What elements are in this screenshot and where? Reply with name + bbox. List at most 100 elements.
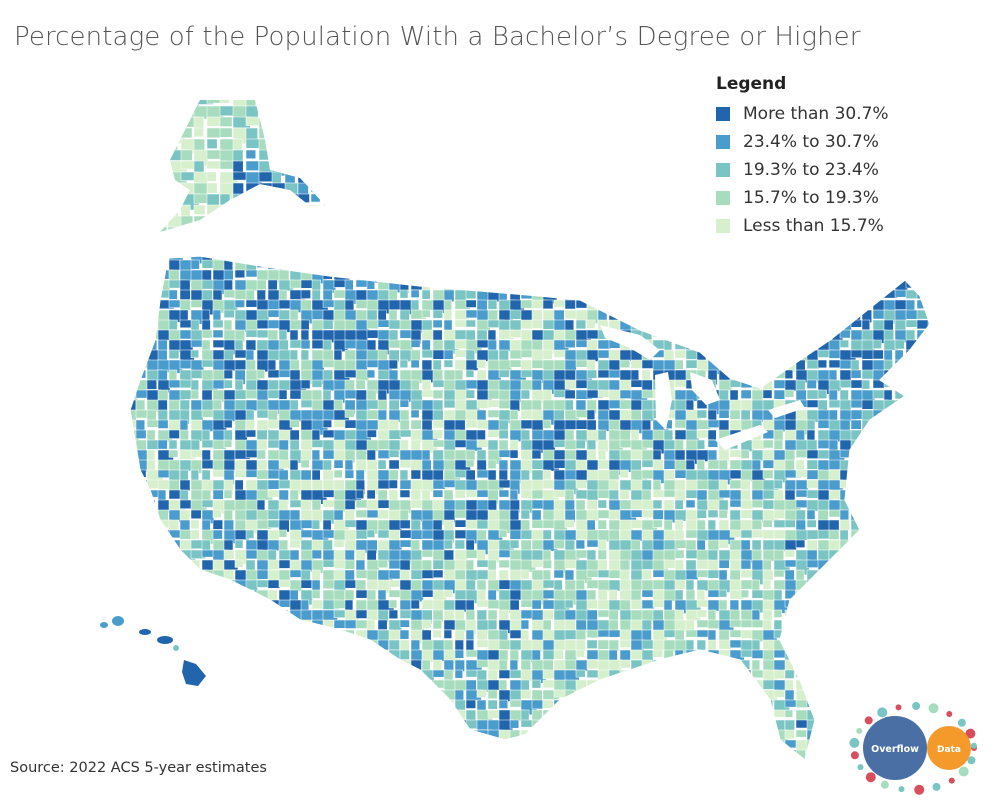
county-cell bbox=[366, 719, 380, 732]
county-cell bbox=[762, 569, 774, 581]
county-cell bbox=[674, 679, 689, 691]
county-cell bbox=[232, 215, 247, 225]
county-cell bbox=[905, 529, 918, 538]
county-cell bbox=[355, 489, 365, 500]
county-cell bbox=[157, 649, 167, 661]
county-cell bbox=[828, 399, 841, 409]
county-cell bbox=[443, 479, 457, 488]
county-cell bbox=[289, 679, 302, 688]
county-cell bbox=[476, 639, 490, 648]
county-cell bbox=[839, 399, 852, 412]
county-cell bbox=[135, 429, 147, 439]
county-cell bbox=[509, 409, 519, 420]
county-cell bbox=[861, 679, 871, 691]
county-cell bbox=[212, 579, 229, 589]
county-cell bbox=[234, 359, 247, 370]
county-cell bbox=[509, 349, 523, 360]
county-cell bbox=[267, 489, 281, 498]
county-cell bbox=[476, 739, 493, 753]
county-cell bbox=[289, 349, 298, 361]
county-cell bbox=[284, 100, 302, 110]
county-cell bbox=[289, 539, 301, 549]
county-cell bbox=[311, 719, 326, 733]
county-cell bbox=[553, 539, 565, 549]
county-cell bbox=[806, 749, 818, 760]
logo-dot bbox=[965, 728, 976, 739]
county-cell bbox=[553, 399, 567, 412]
county-cell bbox=[718, 669, 727, 683]
county-cell bbox=[641, 309, 656, 323]
county-cell bbox=[916, 629, 928, 642]
county-cell bbox=[828, 299, 839, 309]
county-cell bbox=[751, 299, 769, 310]
county-cell bbox=[284, 204, 299, 219]
county-cell bbox=[850, 679, 862, 689]
logo-dot bbox=[914, 784, 925, 795]
county-cell bbox=[135, 439, 147, 452]
county-cell bbox=[861, 639, 875, 652]
county-cell bbox=[817, 359, 827, 369]
county-cell bbox=[223, 379, 233, 389]
county-cell bbox=[333, 699, 347, 711]
county-cell bbox=[641, 269, 654, 280]
county-cell bbox=[388, 359, 398, 370]
county-cell bbox=[542, 609, 554, 621]
county-cell bbox=[465, 759, 479, 760]
county-cell bbox=[168, 679, 181, 690]
county-cell bbox=[344, 739, 355, 750]
county-cell bbox=[232, 171, 247, 181]
county-cell bbox=[234, 629, 248, 644]
county-cell bbox=[432, 429, 444, 439]
county-cell bbox=[894, 269, 904, 282]
county-cell bbox=[894, 469, 907, 479]
county-cell bbox=[685, 679, 701, 690]
county-cell bbox=[564, 259, 581, 269]
county-cell bbox=[476, 759, 492, 760]
county-cell bbox=[498, 679, 508, 692]
county-cell bbox=[729, 659, 741, 675]
county-cell bbox=[498, 489, 510, 498]
county-cell bbox=[201, 269, 212, 281]
county-cell bbox=[564, 739, 581, 751]
county-cell bbox=[130, 739, 136, 748]
county-cell bbox=[729, 759, 744, 760]
county-cell bbox=[271, 226, 288, 232]
county-cell bbox=[377, 259, 394, 273]
county-cell bbox=[201, 589, 217, 604]
county-cell bbox=[410, 739, 426, 750]
county-cell bbox=[157, 659, 168, 674]
county-cell bbox=[674, 739, 685, 753]
county-cell bbox=[773, 759, 786, 760]
county-cell bbox=[179, 609, 197, 623]
county-cell bbox=[487, 689, 498, 700]
county-cell bbox=[652, 499, 663, 509]
county-cell bbox=[861, 269, 871, 283]
county-cell bbox=[894, 419, 906, 428]
county-cell bbox=[795, 609, 809, 620]
county-cell bbox=[795, 629, 811, 645]
county-cell bbox=[861, 539, 870, 555]
county-cell bbox=[861, 499, 877, 511]
county-cell bbox=[168, 719, 185, 730]
county-cell bbox=[652, 309, 668, 320]
county-cell bbox=[421, 599, 434, 610]
county-cell bbox=[223, 679, 237, 694]
county-cell bbox=[663, 699, 675, 715]
county-cell bbox=[795, 639, 805, 651]
county-cell bbox=[575, 529, 588, 540]
county-cell bbox=[685, 256, 703, 259]
county-cell bbox=[553, 659, 566, 672]
county-cell bbox=[130, 469, 139, 481]
legend-swatch bbox=[716, 219, 730, 233]
county-cell bbox=[146, 569, 161, 583]
county-cell bbox=[641, 679, 656, 695]
county-cell bbox=[641, 409, 655, 422]
county-cell bbox=[729, 679, 747, 694]
county-cell bbox=[553, 319, 566, 331]
county-cell bbox=[245, 256, 261, 260]
county-cell bbox=[696, 599, 709, 608]
county-cell bbox=[333, 256, 348, 264]
county-cell bbox=[542, 329, 555, 341]
county-cell bbox=[443, 539, 453, 550]
